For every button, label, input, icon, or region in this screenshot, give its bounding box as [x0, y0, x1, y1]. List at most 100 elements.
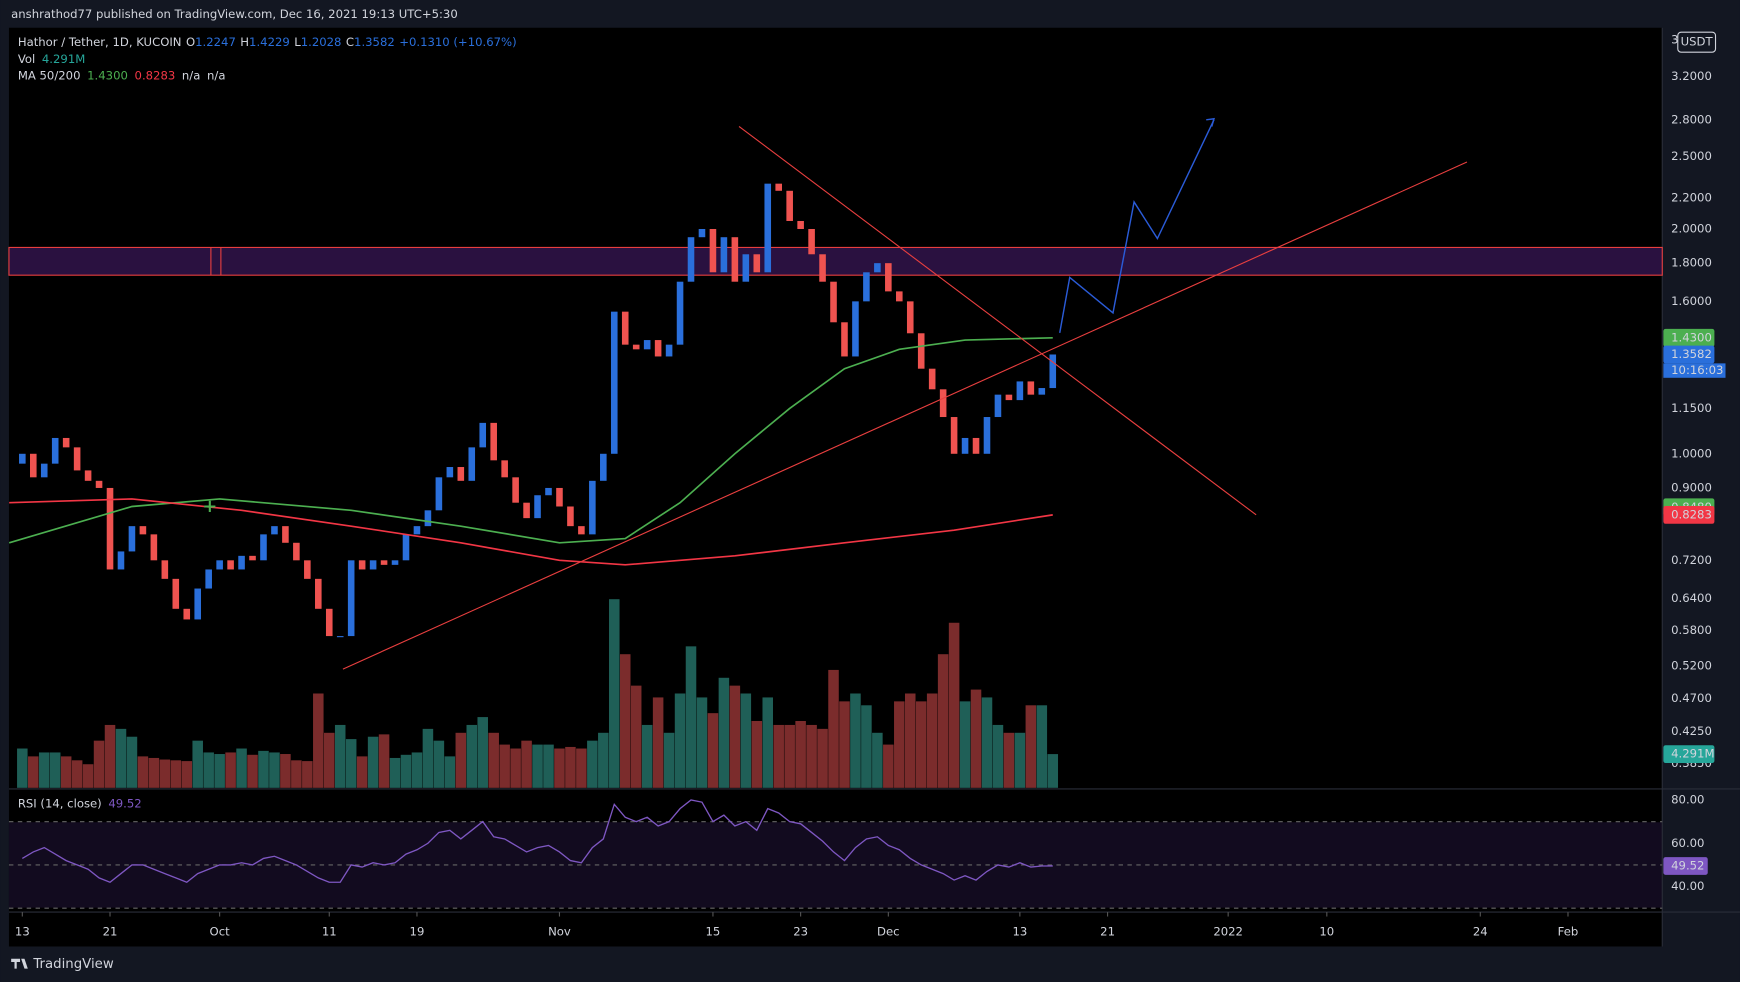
candle-body: [610, 311, 618, 454]
candle-body: [819, 254, 826, 282]
volume-bar: [981, 697, 993, 788]
rsi-tick-label: 40.00: [1671, 879, 1704, 893]
candle-body: [106, 487, 114, 570]
volume-bar: [433, 740, 445, 788]
moving-average: [9, 498, 1053, 566]
candle-body: [1016, 381, 1024, 401]
candle-body: [150, 534, 158, 561]
candle-body: [347, 560, 355, 637]
volume-bar: [1036, 705, 1048, 788]
volume-bar: [619, 654, 631, 788]
candle-body: [369, 560, 377, 570]
rsi-tick-label: 60.00: [1671, 836, 1704, 850]
rsi-legend: RSI (14, close) 49.52: [18, 796, 142, 810]
volume-bar: [828, 669, 839, 788]
candle-body: [293, 542, 300, 561]
chart-area: [8, 27, 1663, 947]
candle-body: [468, 447, 476, 481]
moving-average: [8, 336, 1053, 544]
volume-bar: [970, 689, 982, 788]
y-tick-label: 0.5200: [1671, 658, 1712, 672]
candle-body: [841, 322, 848, 357]
volume-bar: [455, 732, 467, 788]
x-tick-label: 19: [410, 925, 425, 939]
candle-body: [1049, 354, 1057, 389]
volume-bar: [674, 693, 686, 788]
candle-body: [172, 578, 180, 609]
volume-bar: [926, 693, 938, 788]
x-tick-label: Feb: [1558, 925, 1579, 939]
candle-body: [600, 453, 607, 481]
candle-body: [512, 477, 519, 503]
x-tick-label: 13: [1012, 925, 1027, 939]
volume-bar: [510, 748, 521, 788]
x-tick-label: 2022: [1213, 925, 1243, 939]
volume-bar: [685, 646, 697, 788]
candle-body: [19, 453, 26, 464]
candle-body: [643, 340, 651, 350]
volume-bar: [718, 677, 730, 788]
volume-bar: [422, 728, 434, 788]
candle-body: [665, 344, 673, 357]
volume-bar: [806, 724, 817, 788]
volume-bar: [959, 701, 971, 788]
candle-body: [753, 254, 761, 273]
candle-body: [161, 560, 169, 579]
volume-bar: [598, 732, 609, 788]
candle-body: [227, 560, 234, 570]
x-tick-label: 24: [1473, 925, 1488, 939]
candle-body: [764, 183, 772, 273]
candle-body: [128, 526, 136, 552]
countdown: 10:16:03: [1671, 363, 1723, 377]
y-tick-label: 0.6400: [1671, 591, 1712, 605]
price-badge-label: 1.3582: [1671, 347, 1712, 361]
candle-body: [1027, 381, 1035, 395]
volume-bar: [904, 693, 916, 788]
volume-bar: [1047, 754, 1059, 788]
volume-bar: [1025, 705, 1037, 788]
candle-body: [435, 477, 443, 511]
currency[interactable]: USDT: [1681, 35, 1714, 49]
footer-brand: TradingView: [32, 957, 113, 972]
volume-bar: [554, 748, 565, 788]
countdown-badge: [1663, 363, 1726, 378]
volume-bar: [477, 717, 488, 788]
volume-bar: [850, 693, 861, 788]
volume-bar: [400, 754, 412, 788]
legend: Hathor / Tether, 1D, KUCOIN O1.2247 H1.422…: [18, 35, 517, 49]
candle-body: [139, 526, 147, 535]
candle-body: [413, 526, 421, 535]
publisher: anshrathod77 published on TradingView.co…: [11, 7, 458, 21]
candle-body: [117, 551, 125, 570]
y-tick-label: 1.0000: [1671, 446, 1712, 460]
currency-button[interactable]: [1677, 31, 1717, 53]
volume-bar: [334, 724, 346, 788]
volume-bar: [587, 740, 598, 788]
rsi-tick-label: 80.00: [1671, 792, 1704, 806]
candle-body: [490, 422, 497, 461]
candle-body: [698, 228, 706, 238]
logo: [11, 958, 28, 969]
volume-bar: [532, 744, 543, 788]
candle-body: [73, 447, 81, 471]
volume-bar: [576, 748, 587, 788]
volume-bar: [367, 736, 379, 788]
candle-body: [238, 555, 245, 570]
candle-body: [632, 344, 640, 350]
x-tick-label: Dec: [877, 925, 900, 939]
volume-bar: [1014, 732, 1026, 788]
volume-bar: [466, 724, 478, 788]
volume-badge-label: 4.291M: [1671, 747, 1714, 761]
cross-marker: +: [202, 497, 217, 517]
candle-body: [852, 301, 859, 357]
volume-bar: [872, 732, 883, 788]
volume-bar: [126, 736, 138, 788]
volume-bar: [389, 757, 401, 788]
volume-bar: [641, 724, 653, 788]
volume-bar: [630, 685, 642, 788]
candle-body: [994, 394, 1002, 418]
rsi-line: [21, 799, 1053, 883]
candle-body: [731, 237, 739, 282]
candle-body: [249, 555, 256, 561]
volume-bar: [181, 761, 193, 788]
